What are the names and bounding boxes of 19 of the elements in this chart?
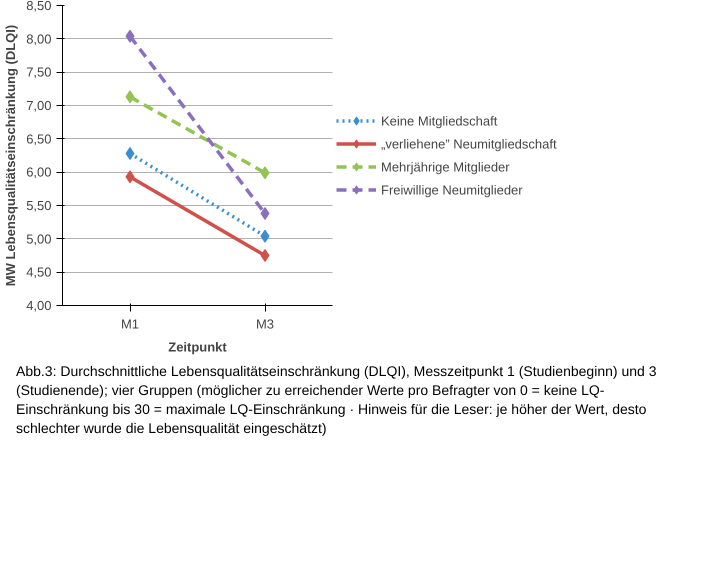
y-tick-label: 7,00: [26, 98, 52, 113]
y-tick-label: 4,50: [26, 264, 52, 280]
y-axis-title: MW Lebensqualitätseinschränkung (DLQI): [3, 24, 18, 286]
y-tick-label: 6,50: [26, 131, 52, 146]
y-tick-label: 7,50: [26, 64, 52, 80]
x-axis-title: Zeitpunkt: [168, 340, 228, 354]
y-tick-label: 5,50: [26, 198, 52, 213]
legend-label: „verliehene” Neumitgliedschaft: [381, 136, 557, 151]
x-tick-label: M3: [256, 316, 274, 332]
caption: Abb.3: Durchschnittliche Lebensqualitätseinschränkung (DLQI), Messzeitpunkt 1 (Studienbeginn) und 3 (Studienende); vier Gruppen (möglicher zu erreichender Werte pro Befragter von 0 = keine LQ-Einschränkung bis 30 = maximale LQ-Einschränkung · Hinweis für die Leser: je höher der Wert, desto schlechter wurde die Lebensqualität eingeschätzt): [16, 362, 658, 438]
legend-label: Mehrjährige Mitglieder: [381, 159, 510, 174]
y-tick-label: 8,50: [26, 0, 52, 13]
y-tick-label: 6,00: [26, 164, 52, 180]
x-tick-label: M1: [120, 316, 140, 332]
y-tick-label: 8,00: [26, 31, 52, 46]
y-tick-label: 4,00: [26, 298, 52, 313]
legend-label: Keine Mitgliedschaft: [381, 113, 498, 128]
y-tick-label: 5,00: [26, 231, 52, 246]
legend-label: Freiwillige Neumitglieder: [381, 182, 523, 197]
